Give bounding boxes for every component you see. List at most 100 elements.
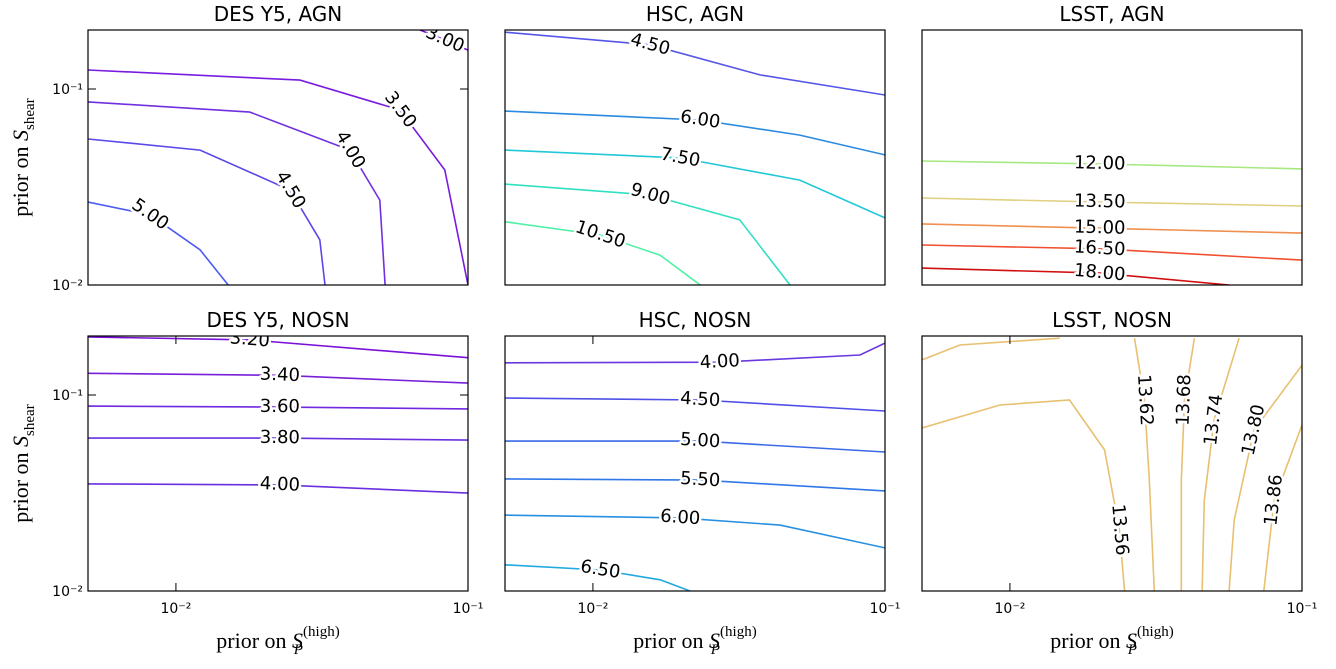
- plot-frame: [504, 29, 886, 286]
- panel-title: LSST, AGN: [1059, 2, 1164, 26]
- contour-label: 13.68: [1172, 374, 1195, 426]
- contour-line: [505, 183, 791, 285]
- x-axis-label: prior on S(high) P: [1050, 624, 1173, 658]
- x-axis-label: prior on S(high) P: [633, 624, 756, 658]
- plot-area: [88, 336, 468, 591]
- x-tick-label: 10⁻¹: [870, 601, 901, 617]
- y-tick-label: 10⁻²: [52, 584, 83, 600]
- contour-line: [505, 342, 885, 364]
- contour-line: [88, 201, 229, 285]
- contour-line: [1180, 338, 1196, 591]
- axis-label-symbol: S: [709, 628, 720, 653]
- contour-label: 3.80: [260, 427, 300, 448]
- axis-label-text: prior on: [216, 628, 292, 653]
- contour-line: [505, 564, 691, 591]
- contour-line: [922, 337, 1126, 591]
- contour-label: 5.00: [680, 429, 721, 452]
- contour-label: 13.50: [1074, 191, 1126, 213]
- axis-label-sub: P: [293, 642, 303, 658]
- axis-label-sub: shear: [22, 98, 38, 130]
- axis-label-sup: (high): [720, 624, 757, 640]
- plot-frame: [87, 335, 469, 592]
- contour-line: [88, 437, 468, 441]
- axis-label-text: prior on: [8, 141, 33, 217]
- y-axis-label: prior on Sshear: [8, 98, 38, 216]
- axis-label-symbol: S: [292, 628, 303, 653]
- contour-label: 16.50: [1073, 236, 1126, 260]
- plot-area: [922, 336, 1302, 591]
- axis-label-text: prior on: [1050, 628, 1126, 653]
- contour-line: [1263, 424, 1302, 591]
- contour-line: [88, 336, 468, 359]
- axis-label-symbol: S: [8, 130, 33, 141]
- contour-line: [505, 149, 885, 219]
- contour-line: [505, 110, 885, 156]
- plot-frame: [921, 29, 1303, 286]
- contour-line: [419, 30, 468, 51]
- axis-label-symbol: S: [1126, 628, 1137, 653]
- plot-frame: [87, 29, 469, 286]
- contour-line: [505, 440, 885, 453]
- contours: 3.203.403.603.804.00: [88, 336, 468, 498]
- contour-label: 3.60: [260, 396, 300, 417]
- contour-line: [88, 372, 468, 384]
- y-tick-label: 10⁻²: [52, 278, 83, 294]
- contour-line: [1228, 364, 1302, 591]
- contour-label: 5.50: [680, 468, 721, 491]
- contour-line: [922, 160, 1302, 170]
- contour-label: 13.62: [1133, 374, 1157, 427]
- axis-label-sub: P: [710, 642, 720, 658]
- axis-label-sup: (high): [1137, 624, 1174, 640]
- contour-label: 6.00: [660, 506, 701, 530]
- axis-label-symbol: S: [8, 436, 33, 447]
- contour-line: [88, 138, 326, 285]
- panel-title: DES Y5, AGN: [214, 2, 343, 26]
- x-tick-label: 10⁻²: [161, 601, 192, 617]
- contour-label: 4.00: [259, 473, 300, 496]
- contour-line: [88, 101, 386, 285]
- contour-line: [505, 31, 885, 96]
- panel-title: LSST, NOSN: [1052, 308, 1172, 332]
- plot-area: [88, 30, 468, 285]
- axis-label-sub: shear: [22, 404, 38, 436]
- contour-line: [1133, 338, 1156, 591]
- y-tick-label: 10⁻¹: [52, 82, 83, 98]
- contour-line: [922, 197, 1302, 207]
- y-axis-label: prior on Sshear: [8, 404, 38, 522]
- contour-line: [88, 69, 468, 285]
- axis-label-sup: (high): [303, 624, 340, 640]
- contour-line: [505, 397, 885, 412]
- panel: DES Y5, AGN3.003.504.004.505.0010⁻²10⁻¹p…: [8, 2, 469, 294]
- plot-frame: [921, 335, 1303, 592]
- plot-area: [922, 30, 1302, 285]
- axis-label-text: prior on: [633, 628, 709, 653]
- contour-label: 4.50: [680, 388, 721, 411]
- axis-label-text: prior on: [8, 447, 33, 523]
- contour-label: 3.40: [259, 363, 300, 386]
- contour-line: [505, 514, 885, 549]
- contour-line: [505, 478, 885, 492]
- contour-label: 15.00: [1074, 217, 1126, 239]
- contour-line: [922, 223, 1302, 234]
- plot-area: [505, 30, 885, 285]
- contour-line: [1201, 337, 1240, 591]
- contour-line: [505, 221, 701, 285]
- panel-title: DES Y5, NOSN: [206, 308, 349, 332]
- x-axis-label: prior on S(high) P: [216, 624, 339, 658]
- panel-title: HSC, NOSN: [639, 308, 752, 332]
- x-tick-label: 10⁻²: [578, 601, 609, 617]
- contour-label: 13.56: [1107, 503, 1132, 556]
- x-tick-label: 10⁻¹: [453, 601, 484, 617]
- contour-label: 12.00: [1074, 152, 1126, 174]
- contour-line: [88, 405, 468, 410]
- axis-label-sub: P: [1127, 642, 1137, 658]
- contour-label: 4.00: [699, 350, 740, 373]
- contour-label: 18.00: [1073, 260, 1126, 286]
- contour-line: [922, 267, 1230, 285]
